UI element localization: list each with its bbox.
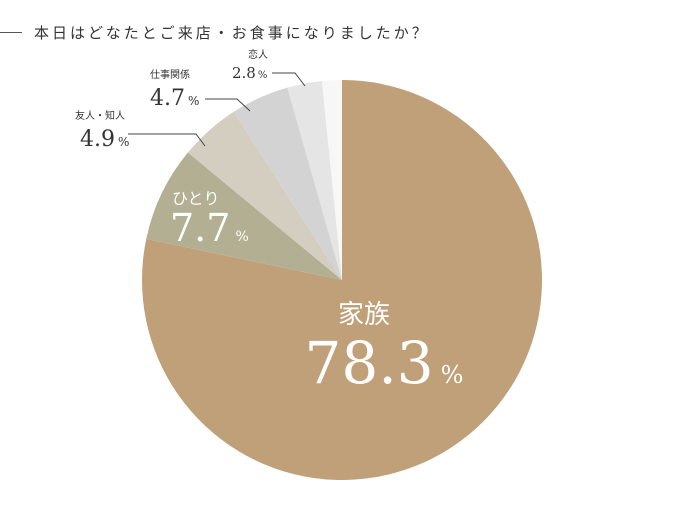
label-partner-value: 2.8% bbox=[232, 64, 267, 82]
pie-slice-work bbox=[233, 87, 342, 280]
pie-slice-alone bbox=[146, 152, 342, 280]
leader-line-work bbox=[205, 98, 251, 112]
label-partner-name: 恋人 bbox=[248, 48, 268, 61]
title-dash bbox=[0, 31, 22, 33]
pie-slice-slice-5 bbox=[321, 80, 342, 280]
chart-title-row: 本日はどなたとご来店・お食事になりましたか？ bbox=[0, 20, 430, 44]
label-work-name: 仕事関係 bbox=[150, 68, 190, 81]
label-work-value: 4.7% bbox=[150, 86, 199, 111]
label-family-name: 家族 bbox=[338, 300, 390, 330]
label-friends-value: 4.9% bbox=[80, 127, 129, 152]
pie-slice-partner bbox=[287, 81, 342, 280]
pie-slice-family bbox=[141, 80, 542, 480]
pie-slice-friends bbox=[187, 111, 342, 280]
leader-line-friends bbox=[128, 133, 206, 147]
chart-title: 本日はどなたとご来店・お食事になりましたか？ bbox=[34, 23, 430, 42]
label-friends-name: 友人・知人 bbox=[75, 109, 125, 122]
leader-line-partner bbox=[272, 72, 306, 87]
pie-slices bbox=[141, 80, 542, 480]
leader-lines bbox=[128, 72, 306, 147]
label-alone-name: ひとり bbox=[172, 189, 220, 208]
label-alone-value: 7.7% bbox=[170, 206, 249, 250]
label-family-value: 78.3% bbox=[305, 329, 464, 397]
